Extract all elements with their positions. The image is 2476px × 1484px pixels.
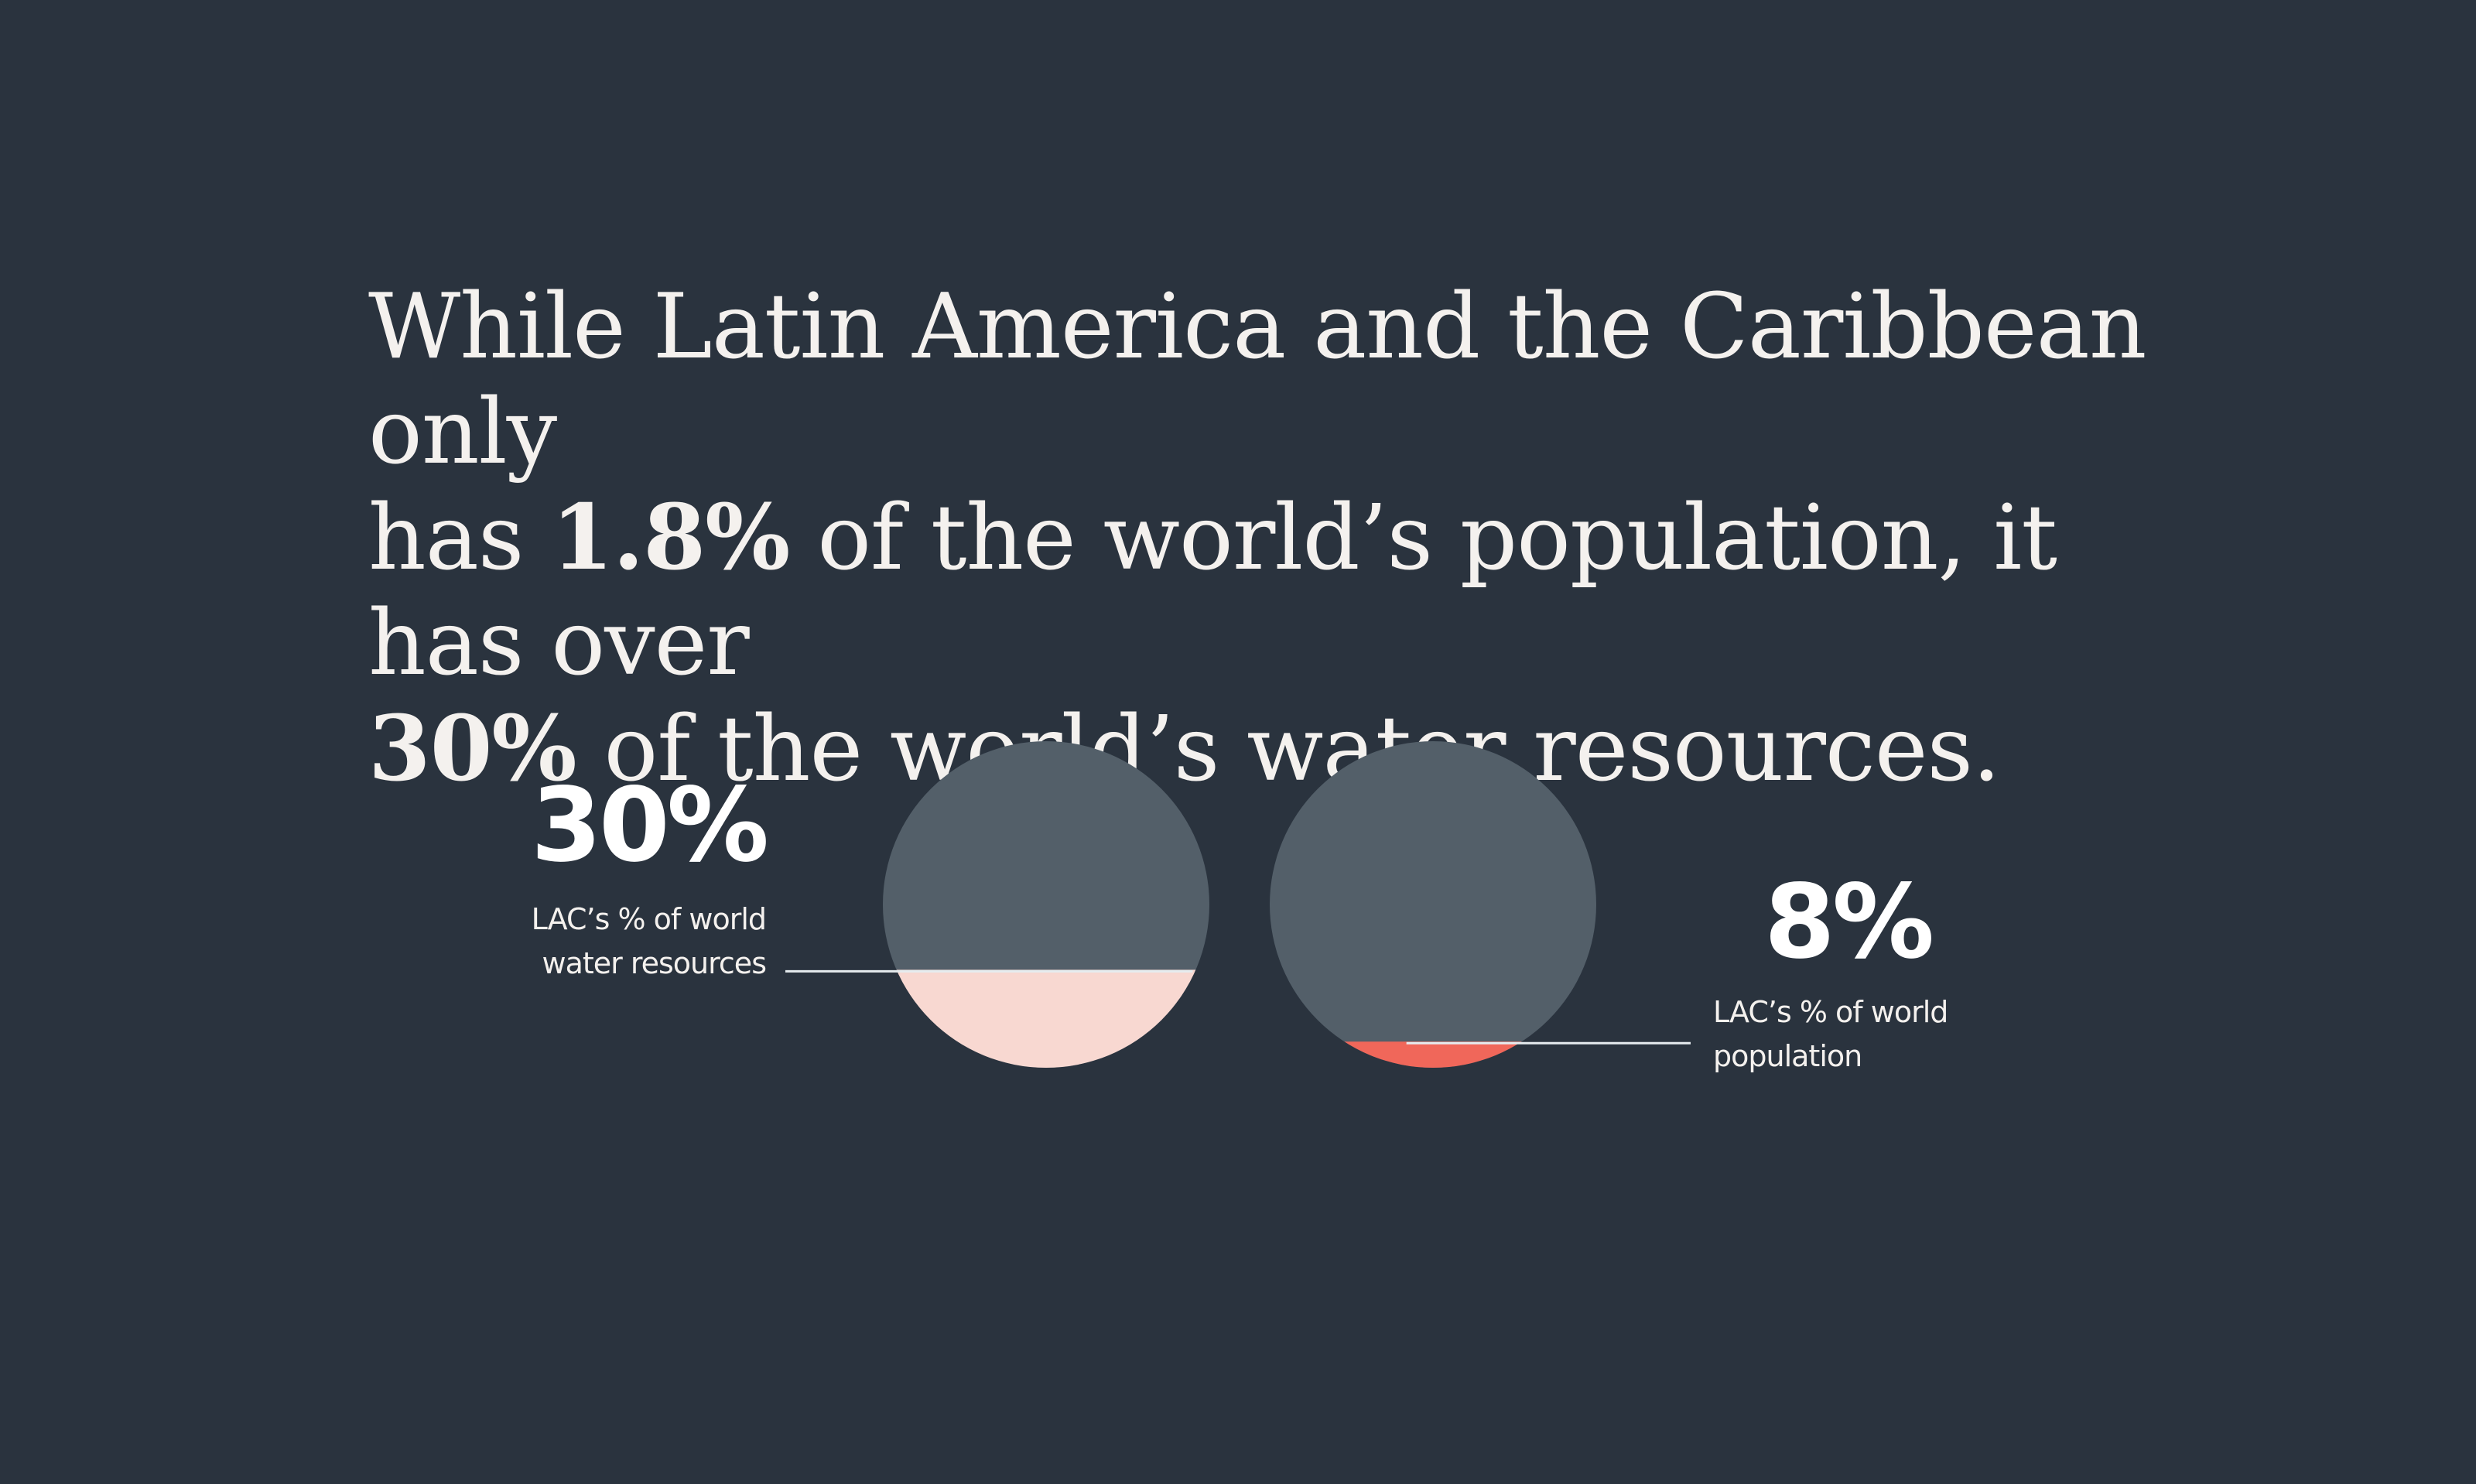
water-label-line1: LAC’s % of world [531,902,767,936]
headline-line1: While Latin America and the Caribbean on… [368,275,2146,484]
headline-line2-post: of the world’s population, it has over [368,486,2057,696]
water-resources-circle [785,741,1209,1068]
water-resources-value: 30% [531,766,769,885]
population-label-line1: LAC’s % of world [1713,995,1948,1029]
population-label-line2: population [1713,1039,1862,1073]
headline-water-stat: 30% [368,696,577,802]
population-label: LAC’s % of world population [1713,990,1948,1079]
headline: While Latin America and the Caribbean on… [368,275,2148,802]
headline-line2-pre: has [368,486,552,590]
population-circle [1270,741,1691,1068]
water-label-line2: water resources [542,946,767,980]
headline-line3-post: of the world’s water resources. [576,697,2001,802]
water-circle-fill [883,969,1209,1068]
headline-population-stat: 1.8% [551,485,790,590]
population-circle-empty [1270,741,1596,1068]
population-value: 8% [1764,863,1934,982]
water-resources-label: LAC’s % of world water resources [531,898,767,986]
population-circle-fill [1270,1041,1596,1068]
